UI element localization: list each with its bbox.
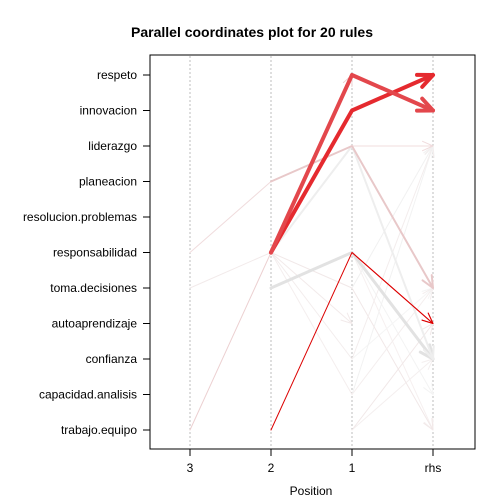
rule-line	[270, 145, 434, 289]
chart-title: Parallel coordinates plot for 20 rules	[131, 24, 373, 40]
rule-line	[351, 287, 434, 360]
rule-3	[270, 252, 434, 431]
y-tick-label-liderazgo: liderazgo	[88, 139, 137, 153]
x-tick-label-3: 3	[187, 461, 194, 475]
y-tick-label-innovacion: innovacion	[80, 104, 137, 118]
rule-1	[269, 73, 435, 255]
rule-line	[269, 73, 435, 255]
rule-5	[270, 145, 434, 289]
rule-arrowhead	[421, 274, 434, 289]
grid	[189, 56, 434, 448]
y-tick-label-confianza: confianza	[86, 352, 138, 366]
y-tick-label-resolucion.problemas: resolucion.problemas	[23, 210, 137, 224]
rule-arrowhead	[422, 345, 435, 360]
rule-arrowhead	[415, 72, 435, 89]
y-tick-label-trabajo.equipo: trabajo.equipo	[61, 423, 137, 437]
x-tick-label-rhs: rhs	[425, 461, 442, 475]
rules-layer	[189, 72, 435, 431]
y-tick-label-planeacion: planeacion	[79, 175, 137, 189]
y-axis: respeto innovacion liderazgo planeacion reso…	[23, 68, 150, 437]
y-tick-label-toma.decisiones: toma.decisiones	[50, 281, 137, 295]
rule-line	[351, 145, 434, 395]
x-tick-label-2: 2	[268, 461, 275, 475]
rule-arrowhead	[421, 140, 434, 152]
x-axis-label: Position	[290, 484, 333, 498]
rule-17	[351, 287, 434, 360]
rule-arrowhead	[421, 312, 434, 324]
y-tick-label-respeto: respeto	[97, 68, 137, 82]
rule-line	[270, 145, 434, 360]
y-tick-label-autoaprendizaje: autoaprendizaje	[52, 317, 138, 331]
rule-6	[189, 140, 434, 253]
rule-arrowhead	[415, 96, 435, 113]
y-tick-label-responsabilidad: responsabilidad	[53, 246, 137, 260]
rule-14	[351, 323, 434, 431]
x-tick-label-1: 1	[349, 461, 356, 475]
rule-arrowhead	[423, 382, 434, 395]
rule-19	[351, 358, 434, 431]
rule-line	[351, 323, 434, 431]
y-tick-label-capacidad.analisis: capacidad.analisis	[39, 388, 137, 402]
rule-arrowhead	[423, 418, 434, 431]
rule-arrowhead	[340, 312, 353, 324]
rule-line	[270, 252, 434, 431]
rule-line	[269, 73, 435, 255]
rule-line	[351, 358, 434, 431]
rule-2	[269, 72, 435, 255]
x-axis: 3 2 1 rhs	[187, 449, 442, 475]
